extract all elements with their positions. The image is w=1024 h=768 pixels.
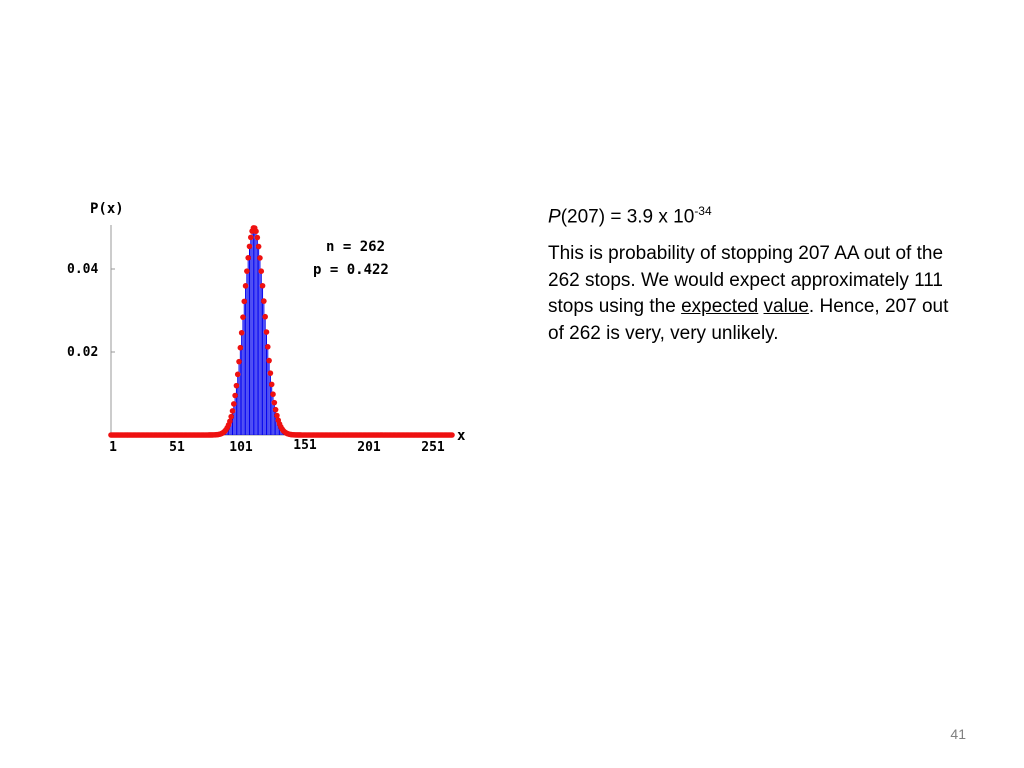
point-x-118 — [261, 298, 267, 304]
point-x-117 — [259, 282, 266, 289]
equation-body: (207) = 3.9 x 10 — [560, 206, 695, 228]
point-x-98 — [234, 371, 241, 378]
point-x-116 — [258, 268, 265, 274]
x-tick-label-151: 151 — [293, 438, 317, 453]
p-symbol: P — [548, 206, 561, 228]
point-x-96 — [232, 392, 238, 399]
point-x-112 — [253, 228, 259, 235]
x-tick-label-51: 51 — [169, 440, 185, 455]
y-tick-label-0.02: 0.02 — [67, 345, 98, 360]
point-x-95 — [231, 401, 237, 407]
point-x-115 — [257, 255, 263, 261]
text-panel: P(207) = 3.9 x 10-34 This is probability… — [548, 203, 968, 347]
point-x-108 — [247, 234, 254, 241]
page-number: 41 — [950, 726, 966, 742]
x-tick-label-201: 201 — [357, 440, 381, 455]
point-x-124 — [268, 381, 275, 388]
point-x-99 — [236, 358, 242, 365]
point-x-125 — [270, 391, 276, 398]
probability-equation: P(207) = 3.9 x 10-34 — [548, 203, 968, 231]
point-x-126 — [271, 399, 278, 406]
annotation-p: p = 0.422 — [313, 262, 389, 278]
x-tick-label-101: 101 — [229, 440, 253, 455]
point-x-128 — [274, 412, 280, 419]
point-x-121 — [264, 344, 271, 350]
point-x-114 — [255, 243, 262, 250]
point-x-120 — [263, 329, 270, 335]
point-x-103 — [241, 298, 248, 305]
equation-exponent: -34 — [694, 204, 712, 218]
point-x-123 — [267, 370, 274, 376]
point-x-97 — [233, 382, 240, 389]
y-tick-label-0.04: 0.04 — [67, 262, 98, 277]
point-x-92 — [227, 418, 233, 425]
binomial-chart: P(x) x 0.04 0.02 1 51 101 151 201 251 n … — [67, 201, 466, 455]
point-x-119 — [262, 313, 268, 320]
point-x-127 — [272, 406, 279, 413]
point-x-122 — [266, 357, 272, 364]
x-axis-label: x — [457, 428, 466, 444]
point-x-262 — [449, 432, 455, 438]
expected-link[interactable]: expected — [681, 296, 759, 318]
point-x-94 — [229, 408, 236, 414]
x-tick-label-251: 251 — [421, 440, 445, 455]
x-tick-label-1: 1 — [109, 440, 117, 455]
point-x-93 — [228, 413, 234, 420]
point-series — [108, 225, 455, 438]
point-x-106 — [245, 255, 251, 261]
explanation-part2: . Hence, 207 out of 262 is very, very un… — [548, 296, 949, 344]
value-link[interactable]: value — [763, 296, 809, 318]
point-x-104 — [242, 283, 249, 289]
point-x-107 — [246, 243, 253, 250]
point-x-100 — [237, 344, 244, 351]
point-x-113 — [254, 234, 261, 241]
explanation-text: This is probability of stopping 207 AA o… — [548, 241, 968, 347]
point-x-101 — [238, 329, 245, 336]
explanation-part1: This is probability of stopping 207 AA o… — [548, 242, 944, 318]
point-x-102 — [240, 314, 246, 320]
annotation-n: n = 262 — [326, 239, 385, 255]
point-x-105 — [244, 268, 250, 274]
y-axis-label: P(x) — [90, 201, 124, 217]
